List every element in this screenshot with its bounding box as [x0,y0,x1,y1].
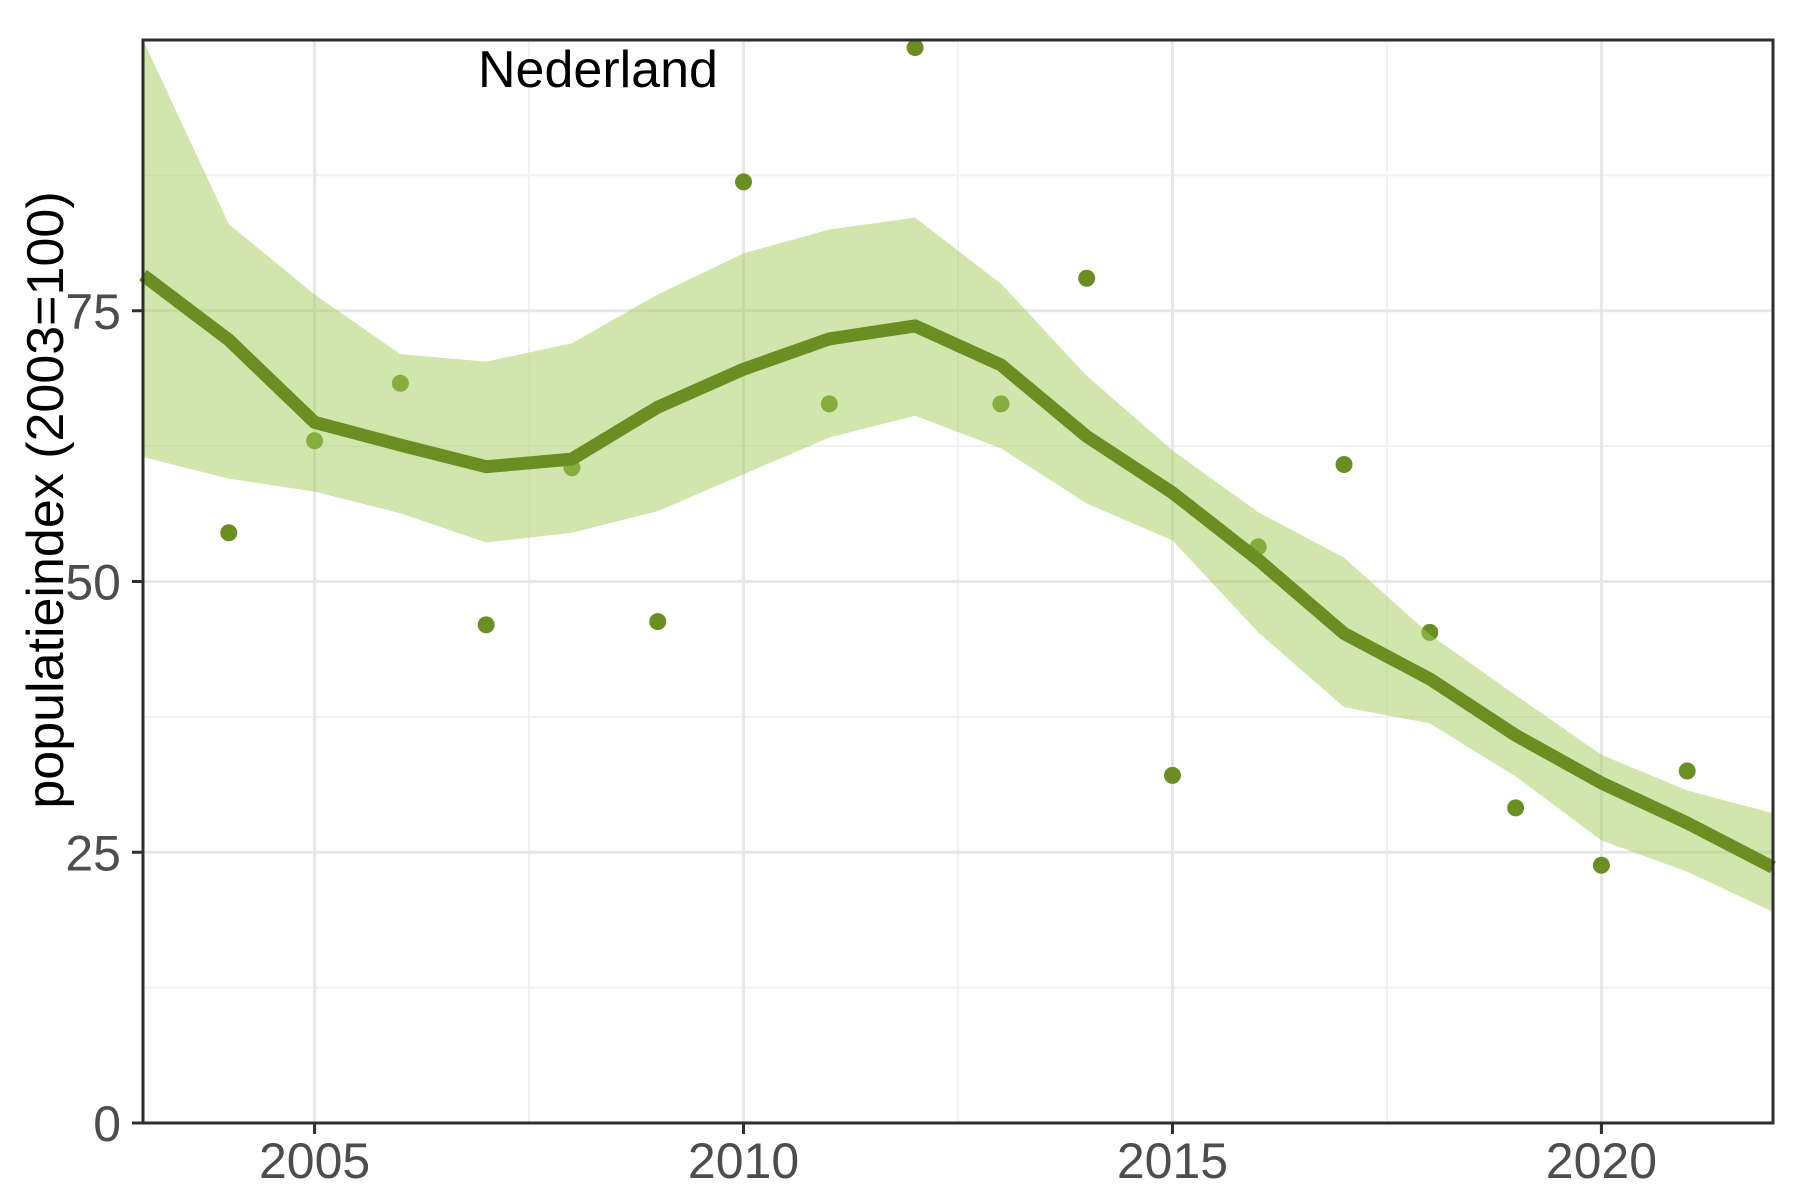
confidence-ribbon [143,40,1773,912]
data-point [1335,456,1353,474]
data-point [906,39,924,57]
data-point [1078,269,1096,287]
data-point [1163,766,1181,784]
y-axis-title: populatieindex (2003=100) [17,191,75,809]
x-tick-label: 2005 [259,1133,370,1189]
data-point [1592,856,1610,874]
x-tick-label: 2010 [688,1133,799,1189]
data-point [1507,799,1525,817]
data-point [477,616,495,634]
data-point [1678,762,1696,780]
data-point [649,613,667,631]
x-tick-label: 2020 [1546,1133,1657,1189]
y-tick-label: 0 [93,1096,121,1152]
plot-title: Nederland [478,41,718,99]
x-tick-label: 2015 [1117,1133,1228,1189]
y-tick-label: 75 [65,284,121,340]
data-point [735,173,753,191]
data-point [220,524,238,542]
y-tick-label: 50 [65,555,121,611]
y-tick-label: 25 [65,825,121,881]
trend-line [139,269,1776,874]
